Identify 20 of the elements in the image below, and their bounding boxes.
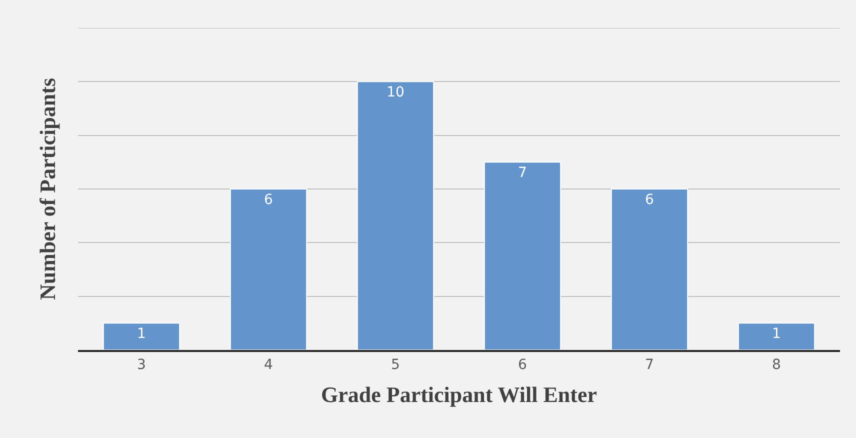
x-tick-label: 6 — [518, 356, 528, 373]
x-tick-label: 4 — [264, 356, 274, 373]
x-axis-title: Grade Participant Will Enter — [321, 382, 598, 408]
x-tick-label: 8 — [772, 356, 781, 373]
x-tick-label: 5 — [391, 356, 400, 373]
bar — [356, 81, 434, 350]
bar — [738, 322, 816, 350]
x-tick-label: 3 — [137, 356, 146, 373]
data-label: 1 — [137, 326, 146, 342]
x-tick-label: 7 — [645, 356, 654, 373]
data-label: 6 — [645, 192, 654, 208]
bar — [102, 322, 180, 350]
data-label: 10 — [386, 84, 404, 101]
data-label: 7 — [518, 165, 527, 182]
bar — [230, 188, 308, 350]
y-axis-title: Number of Participants — [34, 78, 60, 300]
bar — [610, 188, 688, 350]
bar — [484, 162, 562, 350]
data-label: 1 — [772, 326, 781, 342]
data-label: 6 — [264, 192, 273, 208]
